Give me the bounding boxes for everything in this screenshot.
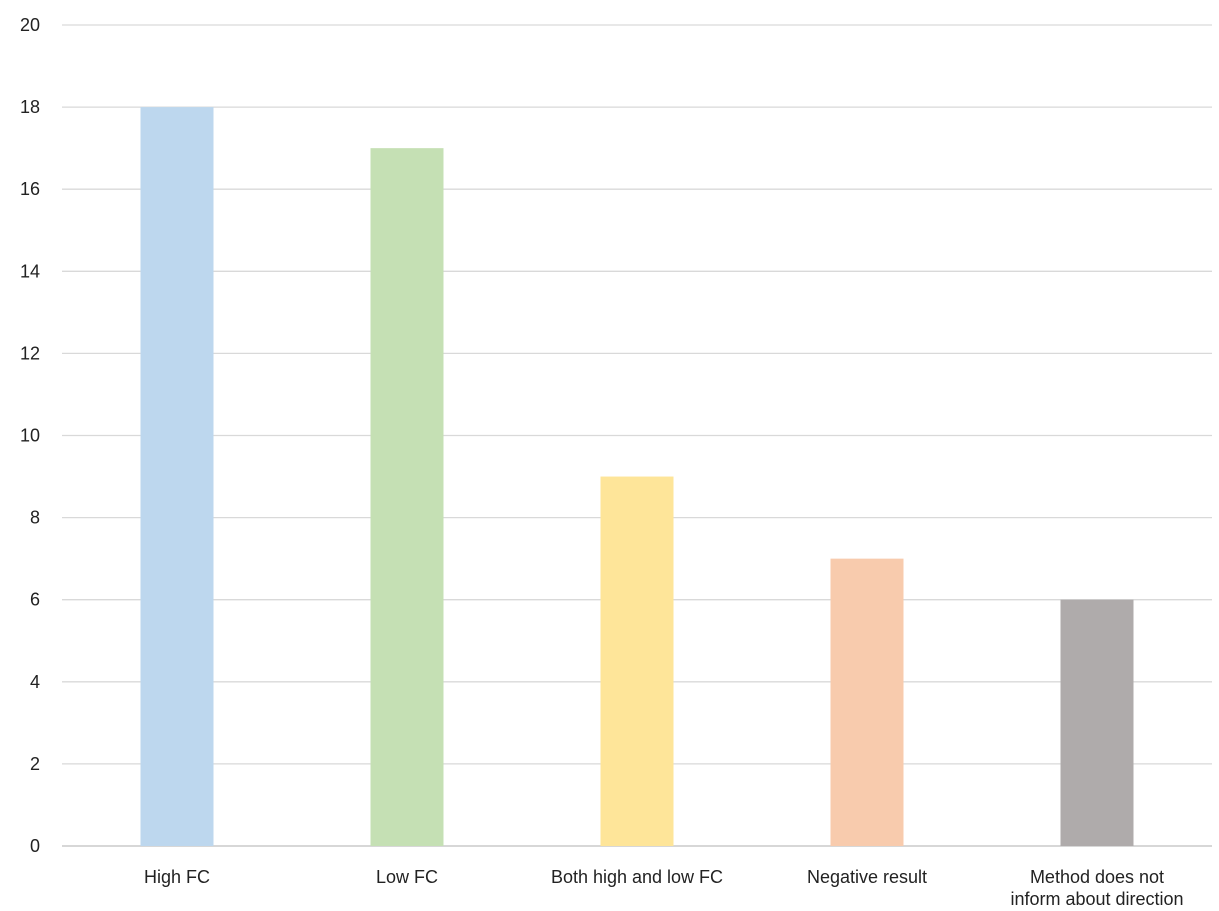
y-tick-label: 0 — [30, 836, 40, 856]
x-tick-label: Low FC — [376, 867, 438, 887]
y-tick-label: 4 — [30, 672, 40, 692]
bar — [600, 476, 674, 846]
y-tick-label: 12 — [20, 343, 40, 363]
y-tick-label: 18 — [20, 97, 40, 117]
x-tick-label: Both high and low FC — [551, 867, 723, 887]
x-tick-label: Negative result — [807, 867, 927, 887]
y-tick-label: 16 — [20, 179, 40, 199]
y-tick-label: 2 — [30, 754, 40, 774]
x-axis-labels: High FC Low FC Both high and low FC Negativ… — [144, 867, 1184, 909]
x-tick-label: High FC — [144, 867, 210, 887]
y-axis-ticks: 0 2 4 6 8 10 12 14 16 18 20 — [20, 15, 40, 856]
y-tick-label: 8 — [30, 508, 40, 528]
x-tick-label: Method does not inform about direction — [1010, 867, 1183, 909]
bar — [370, 148, 444, 846]
y-tick-label: 6 — [30, 590, 40, 610]
y-tick-label: 14 — [20, 261, 40, 281]
bars — [140, 107, 1134, 847]
bar — [1060, 599, 1134, 846]
y-tick-label: 10 — [20, 426, 40, 446]
bar — [830, 558, 904, 846]
y-tick-label: 20 — [20, 15, 40, 35]
bar — [140, 107, 214, 847]
